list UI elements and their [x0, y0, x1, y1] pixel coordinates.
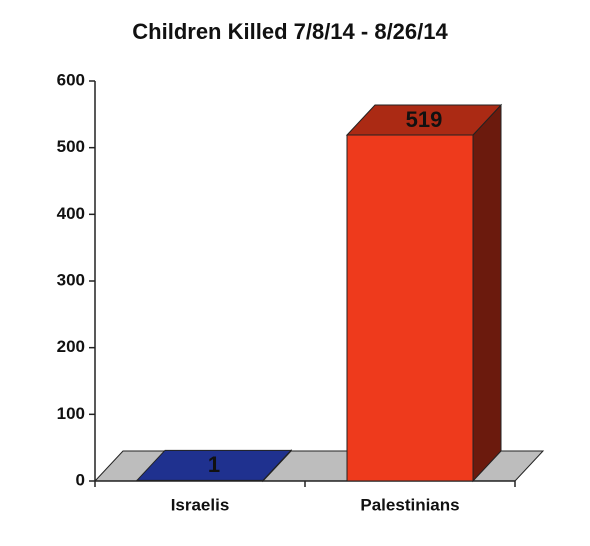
x-tick-label: Palestinians [360, 495, 459, 514]
chart-title: Children Killed 7/8/14 - 8/26/14 [132, 19, 448, 44]
y-tick-label: 400 [57, 204, 85, 223]
bar-side [472, 103, 502, 483]
value-label: 519 [406, 107, 443, 132]
bar-top [135, 449, 293, 481]
value-label: 1 [208, 452, 220, 477]
y-tick-label: 500 [57, 137, 85, 156]
y-tick-label: 200 [57, 337, 85, 356]
y-tick-label: 0 [76, 470, 85, 489]
y-tick-label: 100 [57, 404, 85, 423]
x-tick-label: Israelis [171, 495, 230, 514]
y-tick-label: 300 [57, 270, 85, 289]
y-tick-label: 600 [57, 70, 85, 89]
bar-top [345, 104, 503, 136]
bar-front [346, 134, 474, 482]
